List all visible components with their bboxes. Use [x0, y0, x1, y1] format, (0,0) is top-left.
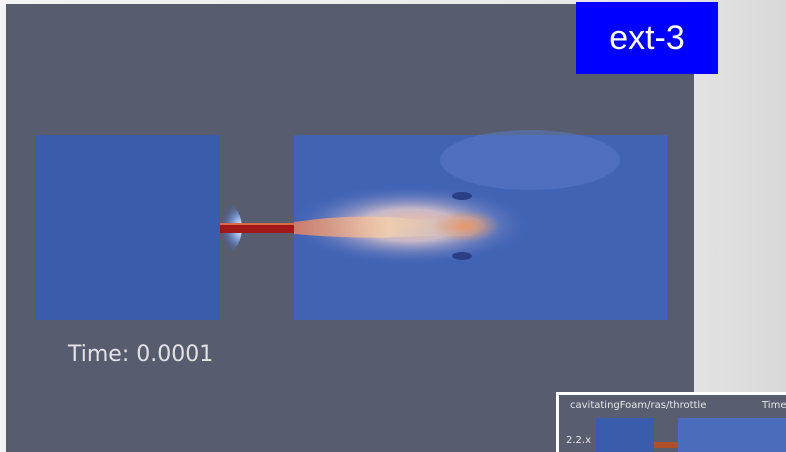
- throttle-jet-edge: [220, 223, 294, 225]
- inset-title: cavitatingFoam/ras/throttle: [570, 400, 706, 411]
- inset: cavitatingFoam/ras/throttle Time 2.2.x: [556, 392, 786, 452]
- outlet-shade: [440, 130, 620, 190]
- inlet-domain: [35, 135, 220, 320]
- vortex: [452, 192, 472, 200]
- time-label: Time: 0.0001: [67, 342, 213, 367]
- badge: ext-3: [576, 2, 718, 74]
- plume-core: [430, 210, 500, 242]
- throttle-jet: [220, 223, 294, 233]
- inset-time: Time: [761, 400, 786, 411]
- inset-inlet: [596, 418, 654, 452]
- inset-jet: [654, 442, 678, 448]
- inset-version: 2.2.x: [566, 435, 591, 446]
- inset-outlet: [678, 418, 786, 452]
- vortex: [452, 252, 472, 260]
